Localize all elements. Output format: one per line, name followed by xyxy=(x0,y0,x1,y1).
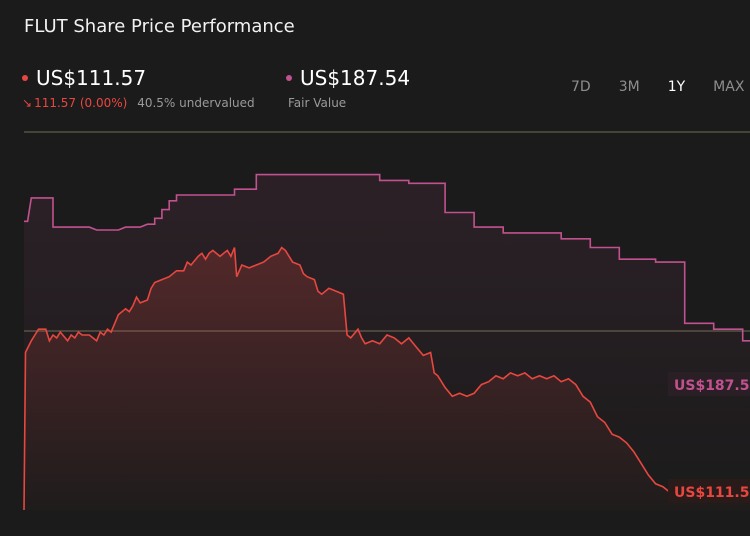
valuation-note: 40.5% undervalued xyxy=(137,96,255,110)
fair-value-line xyxy=(24,173,750,342)
range-selector: 7D 3M 1Y MAX xyxy=(571,79,750,95)
page-title: FLUT Share Price Performance xyxy=(24,16,295,37)
fair-value-end-label: US$187.54 xyxy=(674,378,750,394)
fair-value-dot-icon xyxy=(286,75,292,81)
range-7d-button[interactable]: 7D xyxy=(571,79,591,95)
price-end-label: US$111.57 xyxy=(674,485,750,501)
price-dot-icon xyxy=(22,75,28,81)
down-arrow-icon: ↘ xyxy=(22,96,33,110)
fair-value: US$187.54 xyxy=(300,66,411,90)
range-3m-button[interactable]: 3M xyxy=(618,79,640,95)
price-legend: US$111.57 ↘ 111.57 (0.00%) 40.5% underval… xyxy=(22,66,255,110)
price-line xyxy=(23,246,750,511)
range-max-button[interactable]: MAX xyxy=(713,79,745,95)
fair-value-label: Fair Value xyxy=(288,96,347,110)
range-1y-button[interactable]: 1Y xyxy=(667,79,686,95)
current-price: US$111.57 xyxy=(36,66,147,90)
price-tag xyxy=(668,479,750,503)
price-area xyxy=(24,247,750,510)
fair-value-legend: US$187.54 Fair Value xyxy=(286,66,410,110)
fair-value-tag xyxy=(668,372,750,396)
price-change: 111.57 (0.00%) xyxy=(34,96,128,110)
